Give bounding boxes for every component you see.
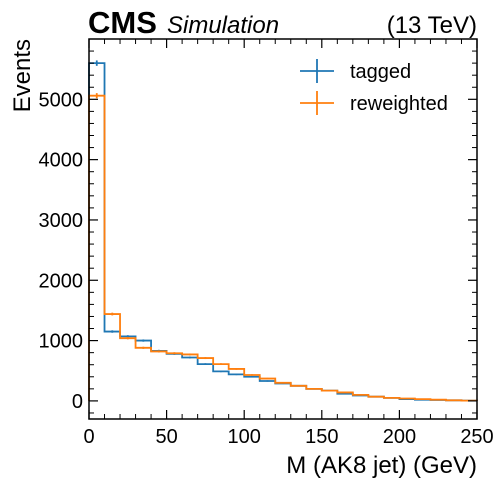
x-tick-label: 100 — [228, 426, 261, 448]
experiment-label: CMS — [88, 5, 157, 40]
tick-layer: 0 50 100 150 200 250 0 1000 2000 3000 4000 5000 — [39, 39, 494, 448]
y-tick-label: 0 — [72, 391, 83, 413]
y-tick-label: 4000 — [39, 150, 84, 172]
y-tick-label: 1000 — [39, 331, 84, 353]
x-tick-label: 150 — [305, 426, 338, 448]
y-axis-label: Events — [9, 39, 36, 112]
series-layer — [88, 60, 478, 402]
x-axis-label: M (AK8 jet) (GeV) — [286, 452, 477, 479]
x-tick-label: 50 — [155, 426, 177, 448]
x-tick-label: 250 — [460, 426, 493, 448]
x-tick-label: 0 — [83, 426, 94, 448]
legend-label-reweighted: reweighted — [350, 93, 448, 115]
x-tick-label: 200 — [383, 426, 416, 448]
series-line-reweighted — [88, 94, 478, 402]
simulation-label: Simulation — [167, 12, 279, 39]
legend: tagged reweighted — [300, 59, 448, 115]
plot-frame — [88, 38, 478, 420]
y-tick-label: 2000 — [39, 270, 84, 292]
legend-entry-reweighted: reweighted — [300, 91, 448, 115]
energy-label: (13 TeV) — [387, 12, 477, 39]
legend-label-tagged: tagged — [350, 61, 411, 83]
series-reweighted — [88, 93, 478, 402]
legend-entry-tagged: tagged — [300, 59, 411, 83]
y-tick-label: 5000 — [39, 89, 84, 111]
y-tick-label: 3000 — [39, 210, 84, 232]
